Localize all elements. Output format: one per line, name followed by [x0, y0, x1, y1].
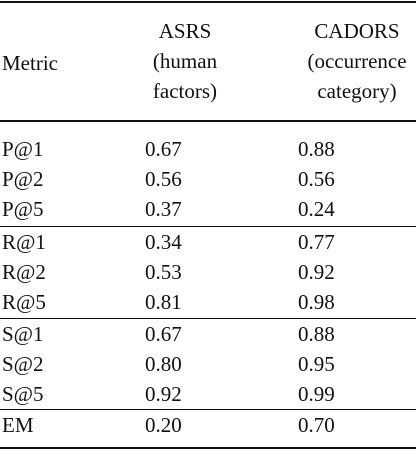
cadors-cell: 0.92	[298, 260, 335, 284]
metric-cell: P@1	[2, 137, 44, 161]
bottom-rule	[0, 447, 416, 449]
header-metric: Metric	[2, 51, 58, 75]
cadors-cell: 0.88	[298, 137, 335, 161]
cadors-cell: 0.98	[298, 290, 335, 314]
header-cadors: CADORS (occurrence category)	[292, 16, 416, 106]
asrs-cell: 0.92	[145, 382, 182, 406]
cadors-cell: 0.99	[298, 382, 335, 406]
cadors-cell: 0.88	[298, 322, 335, 346]
group-rule	[0, 318, 416, 319]
cadors-cell: 0.70	[298, 413, 335, 437]
asrs-cell: 0.34	[145, 230, 182, 254]
header-cadors-line: CADORS	[314, 19, 400, 43]
asrs-cell: 0.56	[145, 167, 182, 191]
asrs-cell: 0.20	[145, 413, 182, 437]
asrs-cell: 0.53	[145, 260, 182, 284]
metric-cell: R@1	[2, 230, 46, 254]
header-asrs-line: factors)	[152, 79, 218, 103]
cadors-cell: 0.95	[298, 352, 335, 376]
header-cadors-line: (occurrence	[307, 49, 407, 73]
header-cadors-line: category)	[317, 79, 397, 103]
top-rule	[0, 1, 416, 3]
group-rule	[0, 409, 416, 410]
header-asrs-line: ASRS	[158, 19, 212, 43]
metric-cell: R@2	[2, 260, 46, 284]
metric-cell: EM	[2, 413, 34, 437]
metric-cell: S@5	[2, 382, 44, 406]
asrs-cell: 0.67	[145, 322, 182, 346]
asrs-cell: 0.80	[145, 352, 182, 376]
metric-cell: P@5	[2, 197, 44, 221]
header-asrs-line: (human	[152, 49, 218, 73]
group-rule	[0, 226, 416, 227]
asrs-cell: 0.81	[145, 290, 182, 314]
metric-cell: R@5	[2, 290, 46, 314]
asrs-cell: 0.67	[145, 137, 182, 161]
cadors-cell: 0.77	[298, 230, 335, 254]
header-rule	[0, 120, 416, 122]
header-asrs: ASRS (human factors)	[140, 16, 230, 106]
cadors-cell: 0.56	[298, 167, 335, 191]
metric-cell: P@2	[2, 167, 44, 191]
metric-cell: S@1	[2, 322, 44, 346]
metric-cell: S@2	[2, 352, 44, 376]
asrs-cell: 0.37	[145, 197, 182, 221]
cadors-cell: 0.24	[298, 197, 335, 221]
